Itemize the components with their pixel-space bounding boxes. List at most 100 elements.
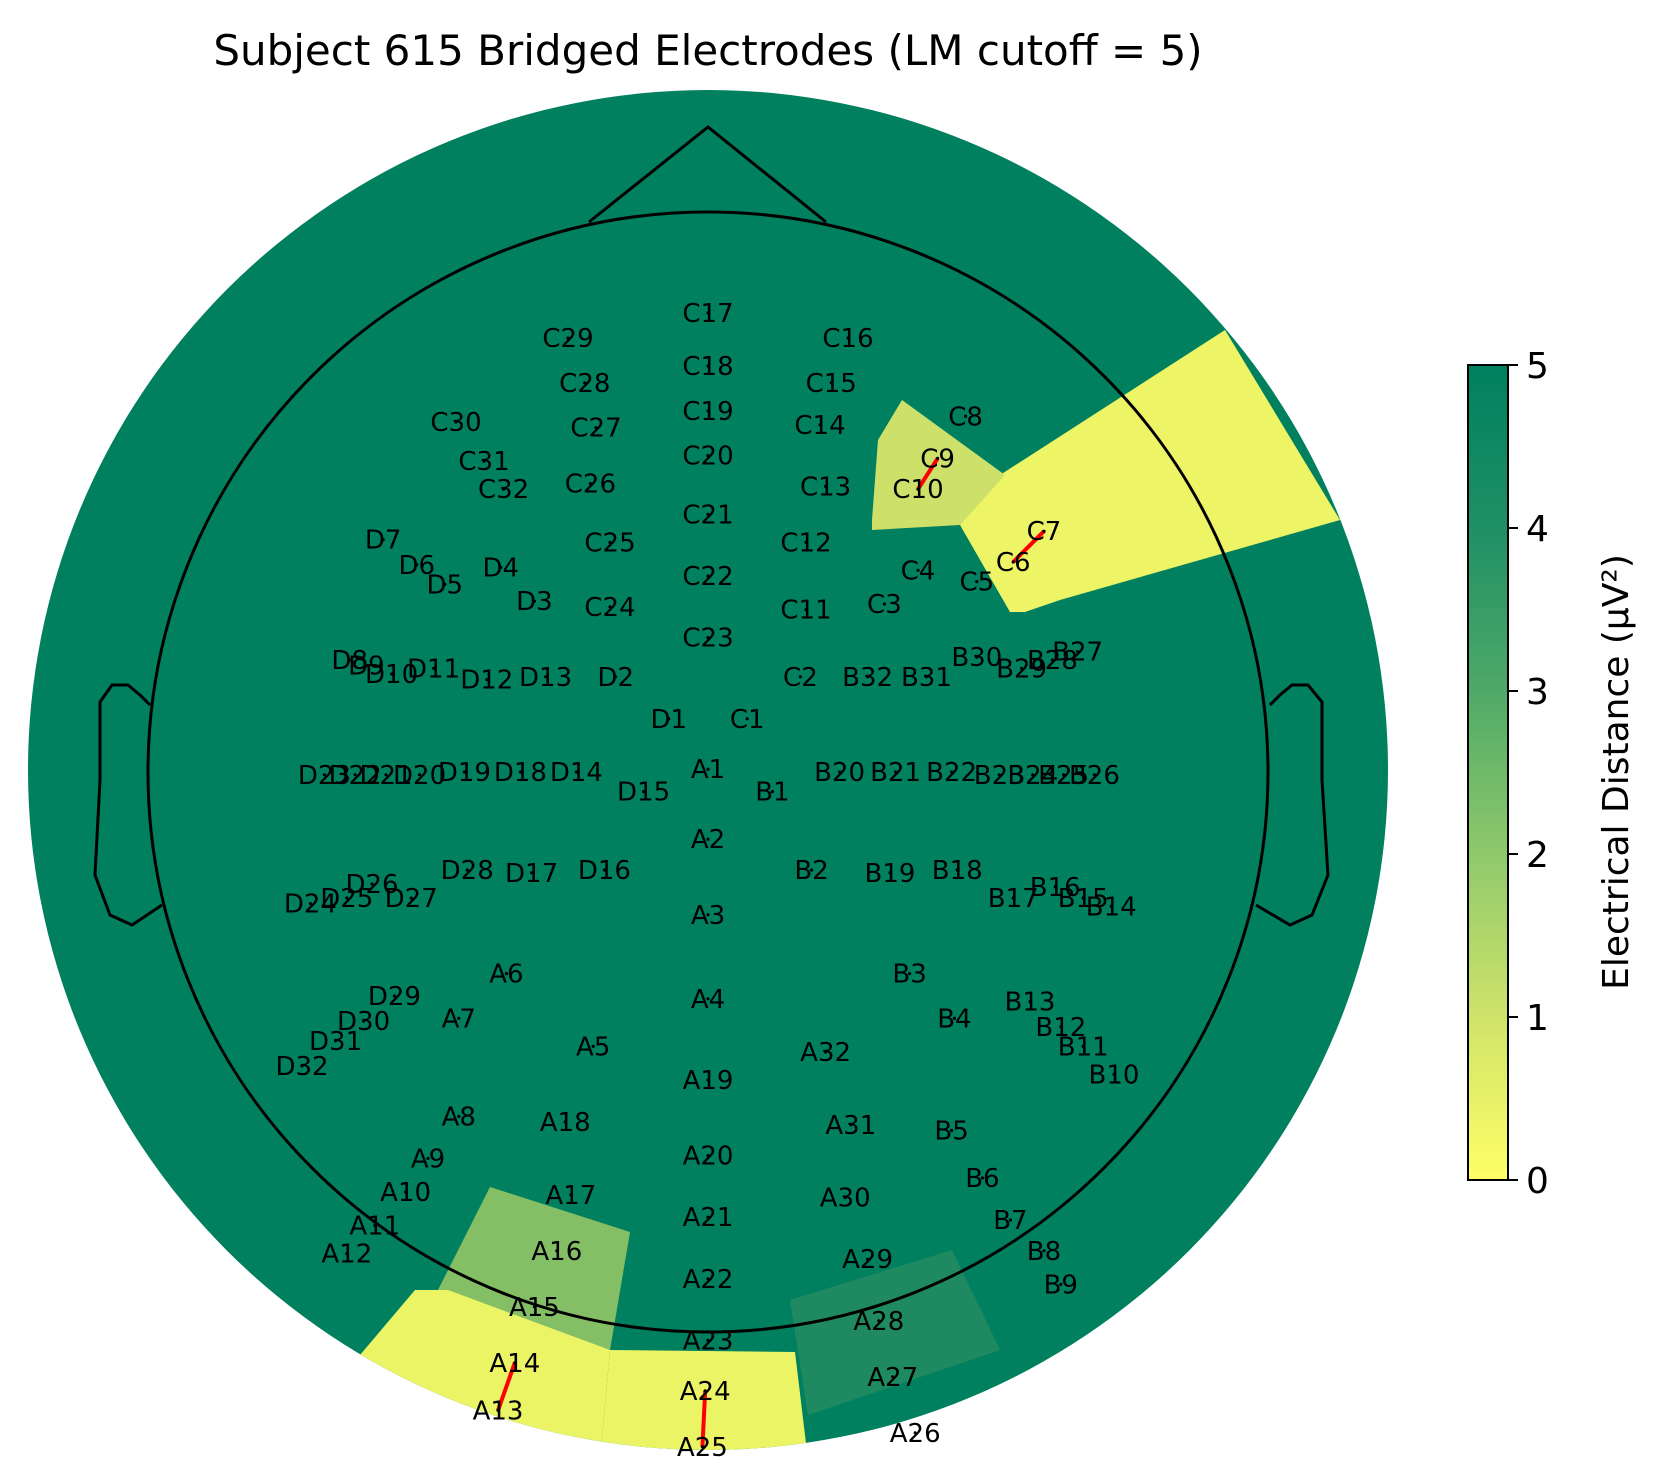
electrode-a22: A22 <box>683 1265 734 1295</box>
electrode-d21: D21 <box>359 761 412 791</box>
electrode-dot <box>432 666 436 671</box>
electrode-label: A8 <box>442 1102 476 1132</box>
electrode-a5: A5 <box>576 1032 610 1062</box>
electrode-dot <box>882 602 887 606</box>
electrode-dot <box>1081 1044 1085 1048</box>
electrode-label: C4 <box>901 556 936 586</box>
colorbar-gradient <box>1467 364 1509 1181</box>
electrode-c4: C4 <box>901 556 936 586</box>
electrode-b11: B11 <box>1058 1032 1109 1062</box>
electrode-dot <box>353 773 357 777</box>
electrode-label: A3 <box>691 901 725 931</box>
electrode-label: C21 <box>682 500 733 530</box>
electrode-a12: A12 <box>321 1240 372 1270</box>
electrode-dot <box>345 896 349 900</box>
electrode-dot <box>390 672 394 676</box>
electrode-b3: B3 <box>892 960 926 990</box>
electrode-d12: D12 <box>460 666 513 696</box>
electrode-c27: C27 <box>570 414 621 444</box>
electrode-dot <box>1028 1000 1032 1004</box>
bridge-line-a24-a25 <box>700 1390 708 1447</box>
electrode-c11: C11 <box>780 596 831 626</box>
electrode-d22: D22 <box>329 761 382 791</box>
electrode-dot <box>608 605 612 609</box>
electrode-b25: B25 <box>1038 761 1089 791</box>
electrode-label: C15 <box>806 369 857 399</box>
electrode-label: C10 <box>892 475 943 505</box>
electrode-dot <box>426 1156 430 1160</box>
electrode-label: A22 <box>683 1265 734 1295</box>
electrode-label: A17 <box>545 1181 596 1211</box>
electrode-d18: D18 <box>494 758 547 788</box>
electrode-dot <box>518 770 523 774</box>
electrode-b26: B26 <box>1069 761 1120 791</box>
electrode-a18: A18 <box>540 1108 591 1138</box>
electrode-dot <box>532 599 537 603</box>
electrode-dot <box>770 790 775 794</box>
electrode-label: A1 <box>691 755 725 785</box>
electrode-dot <box>706 409 710 413</box>
electrode-dot <box>700 1445 705 1449</box>
electrode-dot <box>964 414 968 418</box>
electrode-dot <box>1050 658 1054 662</box>
electrode-c12: C12 <box>780 528 831 558</box>
electrode-b7: B7 <box>993 1206 1027 1236</box>
electrode-dot <box>916 568 920 573</box>
electrode-label: B17 <box>988 884 1039 914</box>
electrode-d15: D15 <box>617 778 670 808</box>
electrode-label: B15 <box>1058 884 1109 914</box>
electrode-a10: A10 <box>380 1178 431 1208</box>
electrode-dot <box>594 426 598 430</box>
electrode-label: B4 <box>937 1004 971 1034</box>
electrode-b1: B1 <box>755 778 789 808</box>
electrode-label: D25 <box>320 884 373 914</box>
electrode-dot <box>706 1338 710 1342</box>
electrode-d26: D26 <box>345 870 398 900</box>
electrode-d4: D4 <box>483 554 520 584</box>
electrode-dot <box>916 487 920 491</box>
electrode-dot <box>975 580 979 584</box>
electrode-dot <box>457 1016 461 1021</box>
electrode-dot <box>804 608 808 612</box>
electrode-label: A18 <box>540 1108 591 1138</box>
electrode-c1: C1 <box>730 705 765 735</box>
right-ear-outline <box>1255 683 1330 927</box>
electrode-dot <box>706 1215 710 1219</box>
electrode-label: A9 <box>411 1144 445 1174</box>
electrode-c22: C22 <box>682 562 733 592</box>
electrode-a28: A28 <box>853 1307 904 1337</box>
electrode-dot <box>415 563 419 567</box>
electrode-b19: B19 <box>865 859 916 889</box>
electrode-dot <box>798 675 803 679</box>
electrode-dot <box>308 902 312 906</box>
electrode-label: A27 <box>867 1363 918 1393</box>
electrode-dot <box>891 1375 895 1379</box>
electrode-label: A5 <box>576 1032 610 1062</box>
electrode-label: B20 <box>814 758 865 788</box>
electrode-c28: C28 <box>559 369 610 399</box>
electrode-label: B14 <box>1086 892 1137 922</box>
electrode-dot <box>1042 529 1046 533</box>
electrode-dot <box>364 664 368 668</box>
electrode-dot <box>1062 773 1066 777</box>
electrode-dot <box>706 913 710 917</box>
electrode-label: C16 <box>822 324 873 354</box>
electrode-dot <box>706 1277 710 1281</box>
bridge-line-c7-c6 <box>1011 529 1046 564</box>
electrode-label: B22 <box>926 758 977 788</box>
electrode-label: B6 <box>965 1164 999 1194</box>
electrode-c24: C24 <box>584 593 635 623</box>
electrode-b27: B27 <box>1052 638 1103 668</box>
electrode-b30: B30 <box>951 643 1002 673</box>
electrode-dot <box>530 871 534 875</box>
electrode-dot <box>454 420 458 424</box>
electrode-label: B11 <box>1058 1032 1109 1062</box>
electrode-label: C22 <box>682 562 733 592</box>
electrode-b21: B21 <box>870 758 921 788</box>
electrode-label: C13 <box>800 472 851 502</box>
bridge-region-c6-c7 <box>960 330 1340 612</box>
bridge-region-a27-a28 <box>790 1250 1000 1415</box>
electrode-dot <box>706 574 710 578</box>
electrode-dot <box>706 454 710 458</box>
electrode-label: B12 <box>1035 1013 1086 1043</box>
